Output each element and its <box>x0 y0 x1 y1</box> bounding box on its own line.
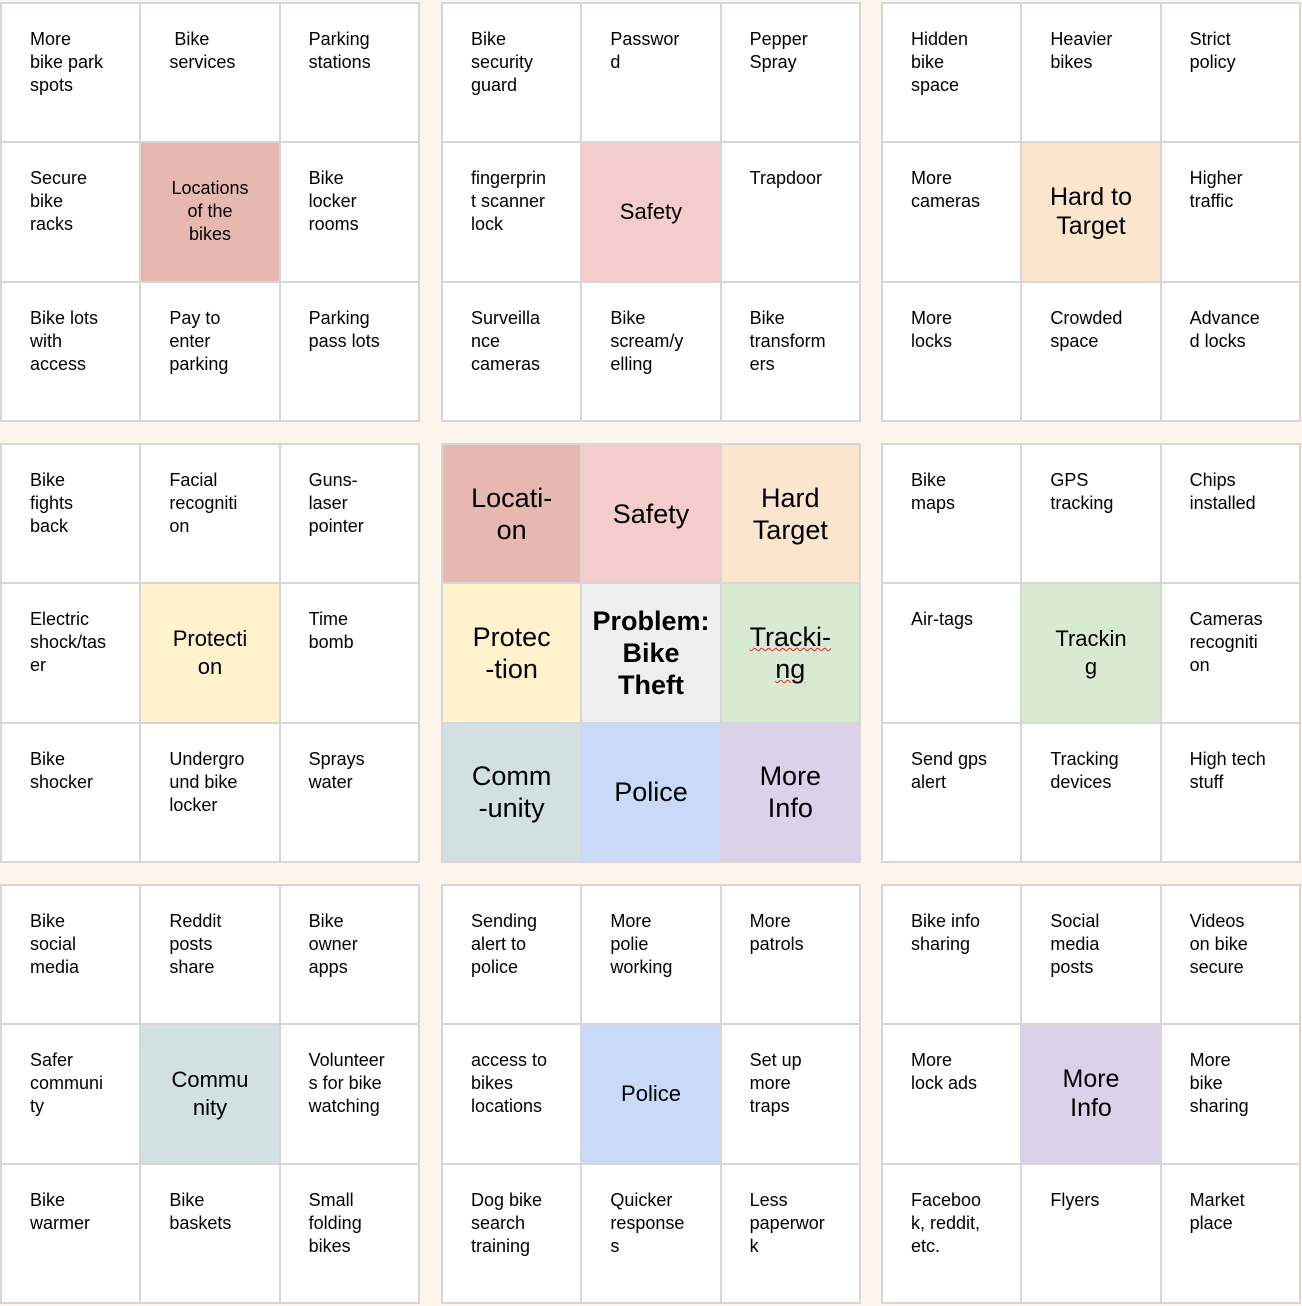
center-theme-cell: Tracki-ng <box>721 584 859 722</box>
idea-cell: Strict policy <box>1161 4 1299 142</box>
idea-cell: Quicker response s <box>582 1164 720 1302</box>
idea-block: Bike security guard Passwor d Pepper Spray fing… <box>441 2 861 422</box>
idea-cell: More cameras <box>883 143 1021 281</box>
idea-cell: More patrols <box>721 886 859 1024</box>
idea-cell: Pepper Spray <box>721 4 859 142</box>
theme-cell: Locations of the bikes <box>141 143 279 281</box>
idea-cell: Crowded space <box>1022 282 1160 420</box>
idea-cell: Videos on bike secure <box>1161 886 1299 1024</box>
idea-cell: More polie working <box>582 886 720 1024</box>
idea-cell: GPS tracking <box>1022 445 1160 583</box>
idea-cell: Less paperwor k <box>721 1164 859 1302</box>
idea-cell: High tech stuff <box>1161 723 1299 861</box>
idea-cell: Bike social media <box>2 886 140 1024</box>
center-theme-cell: Locati-on <box>443 445 581 583</box>
idea-cell: Sending alert to police <box>443 886 581 1024</box>
idea-cell: Faceboo k, reddit, etc. <box>883 1164 1021 1302</box>
idea-cell: Bike info sharing <box>883 886 1021 1024</box>
idea-cell: Hidden bike space <box>883 4 1021 142</box>
idea-cell: Surveilla nce cameras <box>443 282 581 420</box>
idea-block: Hidden bike space Heavier bikes Strict policy M… <box>881 2 1301 422</box>
idea-cell: Social media posts <box>1022 886 1160 1024</box>
center-theme-cell: Comm -unity <box>443 723 581 861</box>
theme-cell: Police <box>582 1025 720 1163</box>
idea-cell: Send gps alert <box>883 723 1021 861</box>
idea-cell: Dog bike search training <box>443 1164 581 1302</box>
idea-cell: Bike shocker <box>2 723 140 861</box>
theme-cell: Hard to Target <box>1022 143 1160 281</box>
idea-block: Bike maps GPS tracking Chips installed Air-tag… <box>881 443 1301 863</box>
idea-cell: Small folding bikes <box>280 1164 418 1302</box>
center-theme-cell: More Info <box>721 723 859 861</box>
idea-cell: Pay to enter parking <box>141 282 279 420</box>
problem-cell: Problem: Bike Theft <box>582 584 720 722</box>
idea-cell: Guns-laser pointer <box>280 445 418 583</box>
idea-cell: Parking pass lots <box>280 282 418 420</box>
idea-cell: Advance d locks <box>1161 282 1299 420</box>
idea-cell: Bike services <box>141 4 279 142</box>
idea-cell: Air-tags <box>883 584 1021 722</box>
idea-block: Sending alert to police More polie working Mor… <box>441 884 861 1304</box>
idea-cell: access to bikes locations <box>443 1025 581 1163</box>
idea-cell: Volunteer s for bike watching <box>280 1025 418 1163</box>
theme-cell: More Info <box>1022 1025 1160 1163</box>
idea-cell: Bike maps <box>883 445 1021 583</box>
center-theme-cell: Hard Target <box>721 445 859 583</box>
idea-cell: Passwor d <box>582 4 720 142</box>
idea-cell: Bike owner apps <box>280 886 418 1024</box>
idea-cell: fingerprin t scanner lock <box>443 143 581 281</box>
theme-cell: Safety <box>582 143 720 281</box>
theme-cell: Protecti on <box>141 584 279 722</box>
idea-cell: More bike sharing <box>1161 1025 1299 1163</box>
idea-cell: Parking stations <box>280 4 418 142</box>
idea-cell: Higher traffic <box>1161 143 1299 281</box>
idea-cell: Bike lots with access <box>2 282 140 420</box>
idea-cell: Bike transform ers <box>721 282 859 420</box>
idea-cell: Bike locker rooms <box>280 143 418 281</box>
idea-cell: Reddit posts share <box>141 886 279 1024</box>
idea-cell: Undergro und bike locker <box>141 723 279 861</box>
idea-cell: Sprays water <box>280 723 418 861</box>
center-theme-cell: Safety <box>582 445 720 583</box>
idea-block: Bike info sharing Social media posts Videos on… <box>881 884 1301 1304</box>
idea-cell: Bike baskets <box>141 1164 279 1302</box>
idea-cell: Bike warmer <box>2 1164 140 1302</box>
idea-cell: Trapdoor <box>721 143 859 281</box>
idea-cell: Safer communi ty <box>2 1025 140 1163</box>
center-theme-cell: Police <box>582 723 720 861</box>
idea-cell: Time bomb <box>280 584 418 722</box>
center-block: Locati-on Safety Hard Target Protec -tion Prob… <box>441 443 861 863</box>
center-theme-cell: Protec -tion <box>443 584 581 722</box>
idea-cell: Tracking devices <box>1022 723 1160 861</box>
idea-cell: Heavier bikes <box>1022 4 1160 142</box>
idea-cell: Secure bike racks <box>2 143 140 281</box>
theme-cell: Commu nity <box>141 1025 279 1163</box>
idea-cell: More bike park spots <box>2 4 140 142</box>
idea-cell: Cameras recogniti on <box>1161 584 1299 722</box>
idea-cell: Chips installed <box>1161 445 1299 583</box>
idea-block: Bike social media Reddit posts share Bike owner… <box>0 884 420 1304</box>
theme-cell: Trackin g <box>1022 584 1160 722</box>
idea-block: More bike park spots Bike services Parking st… <box>0 2 420 422</box>
idea-cell: Market place <box>1161 1164 1299 1302</box>
idea-cell: Electric shock/tas er <box>2 584 140 722</box>
idea-block: Bike fights back Facial recogniti on Guns-lase… <box>0 443 420 863</box>
idea-cell: Bike security guard <box>443 4 581 142</box>
idea-cell: Bike scream/y elling <box>582 282 720 420</box>
idea-cell: Bike fights back <box>2 445 140 583</box>
idea-cell: More locks <box>883 282 1021 420</box>
idea-cell: More lock ads <box>883 1025 1021 1163</box>
idea-cell: Set up more traps <box>721 1025 859 1163</box>
idea-cell: Flyers <box>1022 1164 1160 1302</box>
idea-cell: Facial recogniti on <box>141 445 279 583</box>
